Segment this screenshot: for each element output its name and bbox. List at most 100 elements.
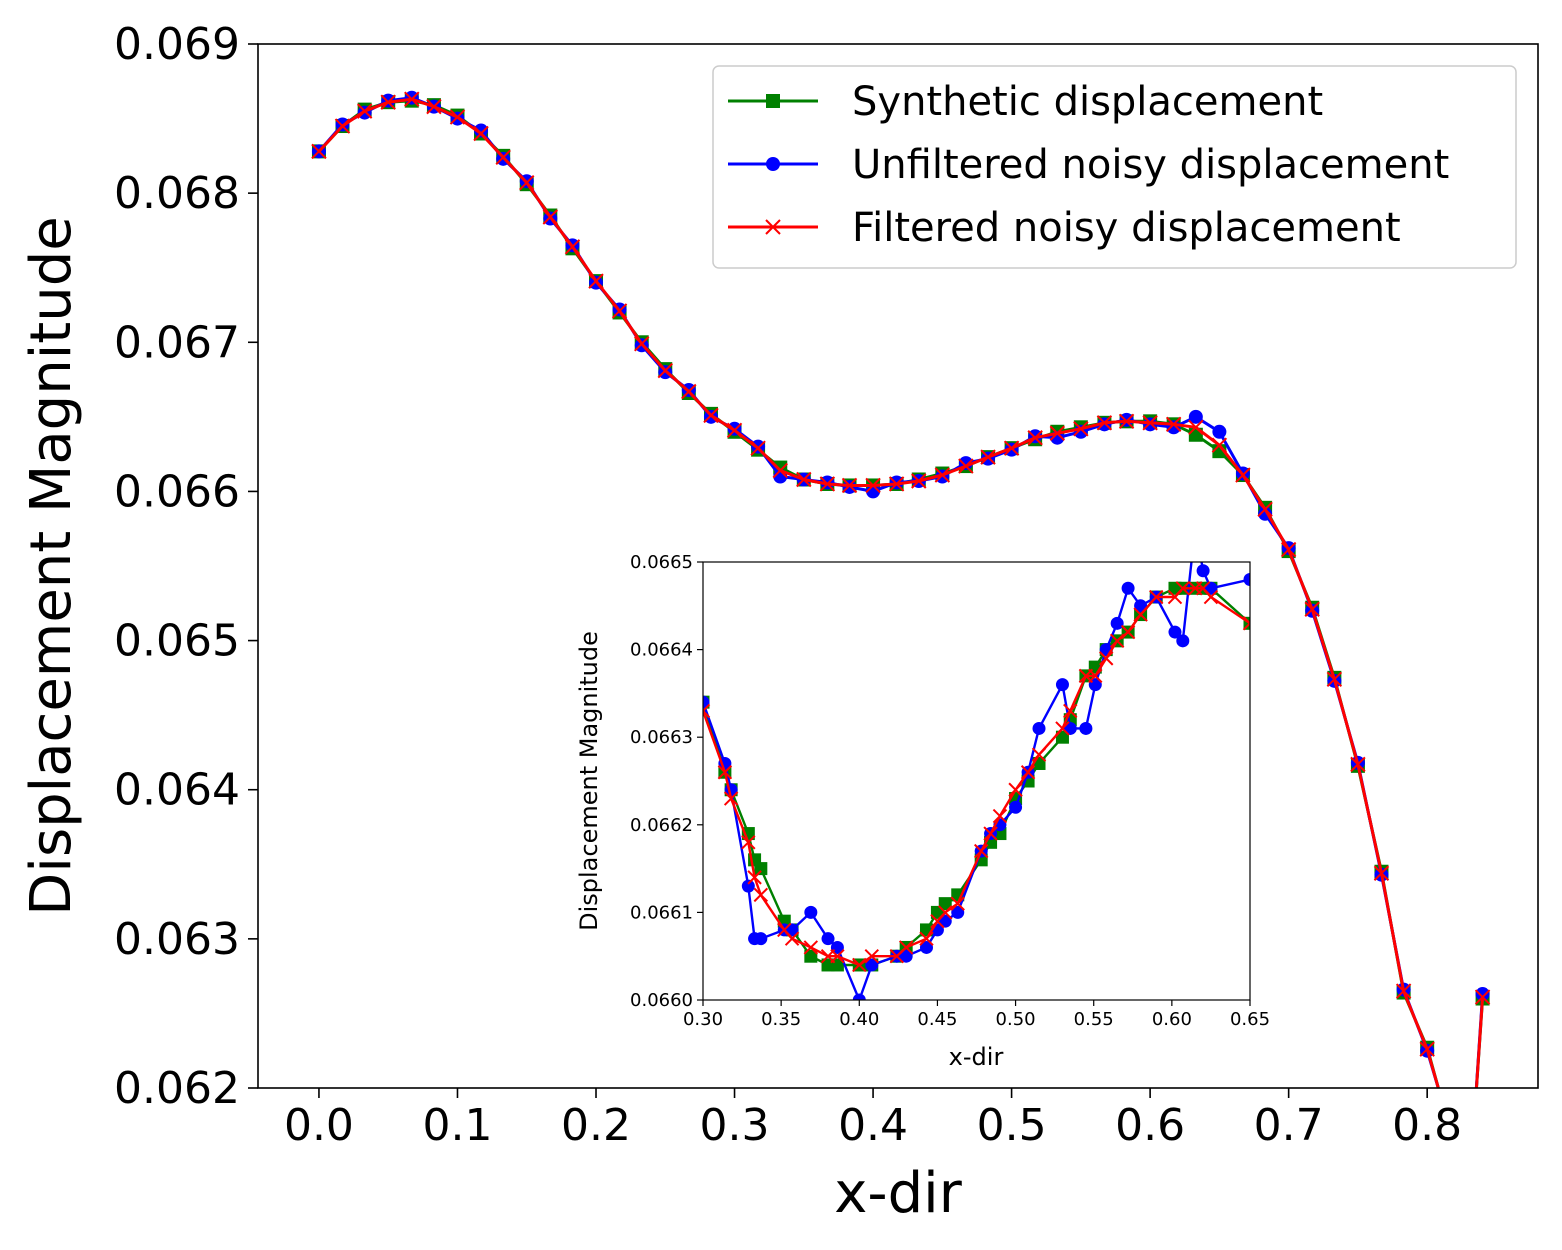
legend-frame — [712, 65, 1517, 269]
inset-point-filtered-noisy-displacement-stroke-b — [983, 826, 998, 841]
inset-y-axis: 0.0660 0.0661 0.0662 0.0663 0.0664 0.0665 — [630, 552, 703, 1011]
inset-point-synthetic-displacement — [804, 949, 818, 963]
inset-point-unfiltered-noisy-displacement — [804, 905, 818, 919]
inset-point-filtered-noisy-displacement — [723, 791, 739, 806]
main-point-filtered-noisy-displacement-stroke-b — [819, 476, 836, 492]
legend-entry-synthetic-displacement: Synthetic displacement — [728, 79, 1323, 125]
main-point-filtered-noisy-displacement-stroke-b — [841, 477, 858, 494]
main-point-filtered-noisy-displacement-stroke-b — [1395, 983, 1412, 999]
main-y-tick-label: 0.062 — [114, 1063, 240, 1114]
main-point-filtered-noisy-displacement-stroke-b — [380, 94, 396, 110]
main-x-tick-label: 0.7 — [1254, 1100, 1324, 1151]
main-point-unfiltered-noisy-displacement — [1188, 409, 1203, 424]
main-point-filtered-noisy-displacement-stroke-b — [958, 458, 974, 474]
inset-point-filtered-noisy-displacement-stroke-b — [1203, 589, 1219, 605]
legend-marker-filtered-noisy-displacement-stroke-b — [765, 219, 781, 235]
legend-marker-filtered-noisy-displacement — [765, 219, 781, 235]
legend-label-unfiltered-noisy-displacement: Unfiltered noisy displacement — [852, 142, 1449, 188]
main-point-filtered-noisy-displacement-stroke-b — [334, 118, 351, 134]
main-point-unfiltered-noisy-displacement — [404, 90, 419, 105]
main-point-filtered-noisy-displacement-stroke-b — [564, 239, 581, 255]
inset-point-filtered-noisy-displacement — [1109, 633, 1125, 649]
main-x-axis: 0.0 0.1 0.2 0.3 0.4 0.5 0.6 0.7 0.8 — [284, 1088, 1462, 1151]
main-point-filtered-noisy-displacement-stroke-b — [750, 440, 766, 456]
main-point-filtered-noisy-displacement — [958, 458, 974, 474]
inset-point-filtered-noisy-displacement — [1133, 607, 1148, 622]
inset-point-unfiltered-noisy-displacement — [1168, 625, 1182, 639]
main-x-tick-label: 0.3 — [700, 1100, 770, 1151]
main-point-filtered-noisy-displacement — [911, 473, 927, 489]
inset-point-filtered-noisy-displacement — [1099, 651, 1114, 666]
main-point-filtered-noisy-displacement — [380, 94, 396, 110]
main-point-filtered-noisy-displacement — [449, 109, 466, 125]
main-point-filtered-noisy-displacement — [1257, 501, 1273, 518]
inset-point-filtered-noisy-displacement — [1120, 624, 1136, 640]
inset-point-unfiltered-noisy-displacement — [1134, 599, 1148, 613]
main-x-tick-label: 0.8 — [1392, 1100, 1462, 1151]
inset-point-filtered-noisy-displacement — [1020, 765, 1036, 780]
inset-point-filtered-noisy-displacement-stroke-b — [784, 931, 800, 946]
main-point-filtered-noisy-displacement — [681, 383, 697, 400]
inset-point-filtered-noisy-displacement — [747, 870, 762, 885]
inset-y-tick-label: 0.0665 — [630, 552, 693, 573]
main-point-filtered-noisy-displacement — [611, 303, 628, 319]
inset-point-filtered-noisy-displacement-stroke-b — [1120, 624, 1136, 640]
main-point-filtered-noisy-displacement — [634, 336, 650, 352]
main-point-filtered-noisy-displacement-stroke-b — [772, 462, 788, 479]
main-point-filtered-noisy-displacement — [1003, 440, 1020, 456]
inset-point-filtered-noisy-displacement-stroke-b — [703, 703, 711, 713]
main-series-group — [311, 90, 1491, 1088]
inset-point-filtered-noisy-displacement-stroke-b — [973, 843, 989, 859]
legend-entry-filtered-noisy-displacement: Filtered noisy displacement — [728, 205, 1401, 251]
main-point-filtered-noisy-displacement-stroke-b — [426, 98, 442, 115]
main-point-filtered-noisy-displacement-stroke-b — [1003, 440, 1020, 456]
inset-point-filtered-noisy-displacement — [1149, 589, 1164, 605]
inset-point-unfiltered-noisy-displacement — [1243, 573, 1250, 587]
main-y-tick-label: 0.064 — [114, 765, 240, 816]
main-point-filtered-noisy-displacement — [796, 471, 812, 488]
inset-x-tick-label: 0.60 — [1152, 1009, 1192, 1030]
inset-point-unfiltered-noisy-displacement — [741, 879, 755, 893]
main-point-filtered-noisy-displacement — [1419, 1041, 1435, 1057]
inset-point-filtered-noisy-displacement-stroke-b — [864, 948, 879, 964]
main-point-unfiltered-noisy-displacement — [474, 123, 489, 138]
main-point-filtered-noisy-displacement-stroke-b — [495, 149, 511, 166]
inset-point-filtered-noisy-displacement — [717, 765, 733, 780]
inset-point-filtered-noisy-displacement-stroke-b — [777, 922, 792, 938]
main-point-filtered-noisy-displacement — [356, 103, 373, 119]
inset-x-tick-label: 0.35 — [761, 1009, 801, 1030]
inset-point-filtered-noisy-displacement-stroke-b — [741, 835, 756, 850]
inset-point-filtered-noisy-displacement-stroke-b — [1031, 747, 1047, 762]
inset-point-filtered-noisy-displacement-stroke-b — [723, 791, 739, 806]
inset-series-group — [703, 562, 1250, 1000]
inset-point-filtered-noisy-displacement-stroke-b — [717, 765, 733, 780]
main-plot-frame — [257, 43, 1539, 1089]
inset-point-unfiltered-noisy-displacement — [1055, 678, 1069, 692]
main-point-filtered-noisy-displacement — [1142, 415, 1158, 431]
legend-label-filtered-noisy-displacement: Filtered noisy displacement — [852, 205, 1401, 251]
main-point-filtered-noisy-displacement-stroke-b — [542, 209, 559, 225]
inset-point-filtered-noisy-displacement — [938, 905, 953, 920]
inset-y-tick-label: 0.0660 — [630, 990, 693, 1011]
inset-point-filtered-noisy-displacement-stroke-b — [1055, 721, 1070, 736]
inset-x-tick-label: 0.65 — [1230, 1009, 1270, 1030]
inset-point-unfiltered-noisy-displacement — [899, 949, 913, 963]
main-x-axis-title: x-dir — [834, 1161, 962, 1226]
inset-point-filtered-noisy-displacement-stroke-b — [1008, 782, 1023, 797]
inset-point-filtered-noisy-displacement — [1175, 581, 1191, 596]
main-point-filtered-noisy-displacement-stroke-b — [865, 477, 881, 494]
inset-point-unfiltered-noisy-displacement — [919, 940, 933, 954]
main-point-filtered-noisy-displacement — [1027, 430, 1043, 446]
inset-point-filtered-noisy-displacement — [1242, 616, 1250, 631]
main-point-filtered-noisy-displacement — [495, 149, 511, 166]
main-point-filtered-noisy-displacement — [1188, 419, 1204, 436]
inset-point-filtered-noisy-displacement-stroke-b — [919, 931, 934, 946]
main-point-filtered-noisy-displacement — [841, 477, 858, 494]
inset-point-filtered-noisy-displacement — [1203, 589, 1219, 605]
inset-point-filtered-noisy-displacement — [803, 940, 819, 955]
main-point-filtered-noisy-displacement-stroke-b — [657, 362, 673, 379]
inset-point-filtered-noisy-displacement-stroke-a — [1242, 616, 1250, 625]
main-point-filtered-noisy-displacement — [542, 209, 559, 225]
inset-point-filtered-noisy-displacement — [864, 948, 879, 964]
main-point-filtered-noisy-displacement-stroke-b — [519, 174, 535, 191]
